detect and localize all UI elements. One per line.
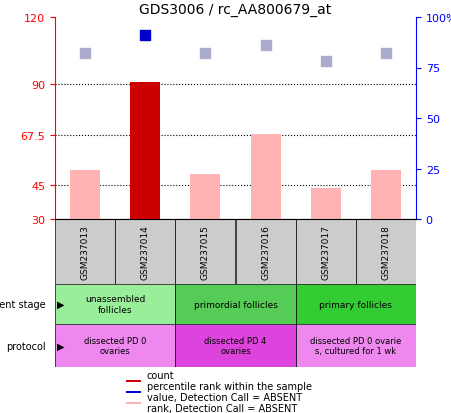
Point (262, 43, 269, 50)
Bar (55, 284, 175, 324)
Bar (55, 219, 115, 284)
Text: dissected PD 0 ovarie
s, cultured for 1 wk: dissected PD 0 ovarie s, cultured for 1 … (310, 336, 401, 355)
Text: dissected PD 0
ovaries: dissected PD 0 ovaries (84, 336, 147, 355)
Text: development stage: development stage (0, 299, 46, 309)
Text: unassembled
follicles: unassembled follicles (85, 294, 145, 314)
Bar (296, 324, 416, 367)
Text: GSM237014: GSM237014 (141, 225, 150, 279)
Bar (356, 219, 416, 284)
Bar (296, 284, 416, 324)
Title: GDS3006 / rc_AA800679_at: GDS3006 / rc_AA800679_at (139, 3, 331, 17)
Bar (70, 170, 100, 219)
Bar (126, 380, 141, 382)
Bar (115, 219, 175, 284)
Bar (175, 219, 235, 284)
Text: ▶: ▶ (57, 341, 65, 351)
Bar (311, 188, 341, 219)
Text: primordial follicles: primordial follicles (193, 300, 277, 309)
Bar (126, 402, 141, 404)
Text: protocol: protocol (6, 341, 46, 351)
Point (142, 33, 149, 39)
Text: percentile rank within the sample: percentile rank within the sample (147, 381, 312, 391)
Bar (190, 175, 221, 219)
Point (382, 51, 390, 57)
Bar (126, 392, 141, 393)
Text: dissected PD 4
ovaries: dissected PD 4 ovaries (204, 336, 267, 355)
Bar (371, 170, 401, 219)
Text: ▶: ▶ (57, 299, 65, 309)
Bar (175, 324, 296, 367)
Bar (235, 219, 296, 284)
Bar (296, 219, 356, 284)
Point (82, 51, 89, 57)
Text: count: count (147, 370, 174, 380)
Bar (251, 134, 281, 219)
Text: primary follicles: primary follicles (319, 300, 392, 309)
Text: value, Detection Call = ABSENT: value, Detection Call = ABSENT (147, 392, 302, 402)
Text: GSM237015: GSM237015 (201, 225, 210, 279)
Text: GSM237016: GSM237016 (261, 225, 270, 279)
Text: GSM237018: GSM237018 (382, 225, 391, 279)
Text: GSM237017: GSM237017 (321, 225, 330, 279)
Bar (175, 284, 296, 324)
Point (202, 51, 209, 57)
Text: rank, Detection Call = ABSENT: rank, Detection Call = ABSENT (147, 403, 297, 413)
Bar (55, 324, 175, 367)
Text: GSM237013: GSM237013 (81, 225, 90, 279)
Point (322, 59, 329, 66)
Bar (130, 83, 160, 219)
